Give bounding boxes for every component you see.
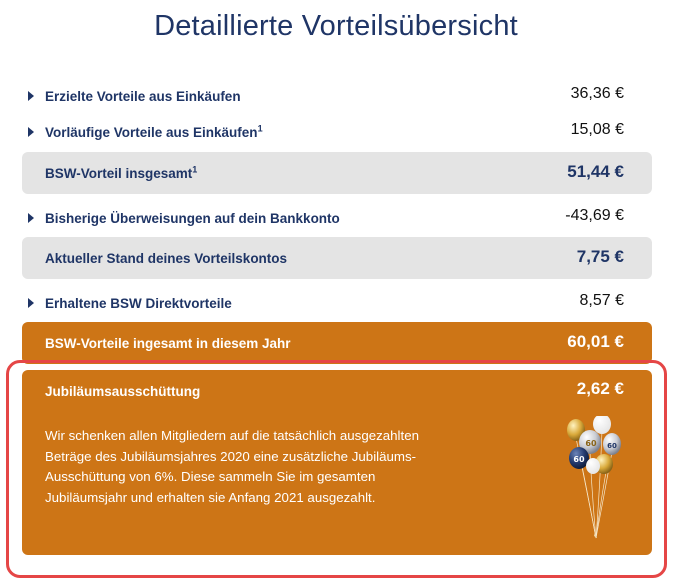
- jubilaeum-description: Wir schenken allen Mitgliedern auf die t…: [45, 428, 420, 505]
- row-label: BSW-Vorteile ingesamt in diesem Jahr: [45, 336, 291, 351]
- expand-arrow-icon[interactable]: [28, 127, 34, 137]
- svg-text:60: 60: [607, 442, 617, 450]
- svg-text:60: 60: [573, 455, 585, 464]
- row-value: 15,08 €: [570, 121, 624, 138]
- row-value: 51,44 €: [567, 162, 624, 181]
- jubilaeum-label: Jubiläumsausschüttung: [45, 384, 201, 399]
- row-vorteile-dieses-jahr: BSW-Vorteile ingesamt in diesem Jahr 60,…: [22, 322, 652, 364]
- row-erzielte-vorteile[interactable]: Erzielte Vorteile aus Einkäufen 36,36 €: [22, 75, 652, 117]
- row-value: 36,36 €: [570, 85, 624, 102]
- svg-text:60: 60: [585, 439, 597, 448]
- row-value: 60,01 €: [567, 332, 624, 351]
- row-label: Erhaltene BSW Direktvorteile: [45, 296, 232, 311]
- row-label: BSW-Vorteil insgesamt1: [45, 164, 198, 181]
- row-aktueller-stand: Aktueller Stand deines Vorteilskontos 7,…: [22, 237, 652, 279]
- row-label: Vorläufige Vorteile aus Einkäufen1: [45, 123, 263, 140]
- row-value: 7,75 €: [576, 247, 624, 266]
- row-direktvorteile[interactable]: Erhaltene BSW Direktvorteile 8,57 €: [22, 282, 652, 324]
- jubilaeum-panel: Jubiläumsausschüttung 2,62 € Wir schenke…: [22, 370, 652, 555]
- expand-arrow-icon[interactable]: [28, 298, 34, 308]
- expand-arrow-icon[interactable]: [28, 213, 34, 223]
- row-label: Aktueller Stand deines Vorteilskontos: [45, 251, 288, 266]
- highlight-frame: [6, 360, 667, 578]
- row-bsw-vorteil-insgesamt: BSW-Vorteil insgesamt1 51,44 €: [22, 152, 652, 194]
- row-bisherige-ueberweisungen[interactable]: Bisherige Überweisungen auf dein Bankkon…: [22, 197, 652, 239]
- row-vorlaeufige-vorteile[interactable]: Vorläufige Vorteile aus Einkäufen1 15,08…: [22, 111, 652, 153]
- row-label: Erzielte Vorteile aus Einkäufen: [45, 89, 241, 104]
- row-value: 8,57 €: [579, 292, 624, 309]
- row-value: -43,69 €: [565, 207, 624, 224]
- page-title: Detaillierte Vorteilsübersicht: [154, 10, 518, 42]
- row-label: Bisherige Überweisungen auf dein Bankkon…: [45, 211, 340, 226]
- jubilaeum-value: 2,62 €: [576, 379, 624, 398]
- expand-arrow-icon[interactable]: [28, 91, 34, 101]
- balloons-60-icon: 60 60 60: [567, 416, 621, 539]
